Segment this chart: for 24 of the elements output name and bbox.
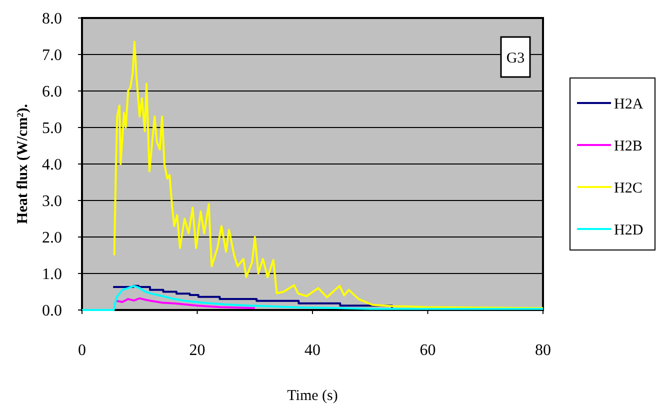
x-tick-label: 20	[189, 342, 206, 359]
y-tick-label: 6.0	[42, 84, 62, 101]
legend-label: H2C	[614, 180, 642, 196]
legend-label: H2A	[614, 96, 644, 112]
legend-label: H2D	[614, 222, 644, 238]
y-tick-label: 0.0	[42, 302, 62, 320]
annotation: G3	[506, 50, 525, 66]
x-tick-label: 40	[304, 342, 320, 359]
x-tick-label: 60	[420, 342, 436, 359]
line-series	[81, 284, 544, 311]
x-tick-label: 0	[78, 342, 86, 359]
y-tick-label: 3.0	[42, 193, 62, 210]
y-tick-label: 7.0	[42, 47, 62, 64]
y-tick-label: 8.0	[42, 10, 62, 28]
x-tick-label: 80	[535, 342, 551, 359]
line-series	[115, 297, 256, 310]
y-tick-label: 2.0	[42, 230, 62, 247]
legend-label: H2B	[614, 138, 642, 154]
y-tick-label: 4.0	[42, 156, 62, 174]
y-tick-label: 1.0	[42, 266, 62, 284]
y-tick-label: 5.0	[42, 120, 62, 138]
y-axis-title: Heat flux (W/cm²).	[15, 104, 31, 224]
line-series	[113, 40, 544, 310]
x-axis-title: Time (s)	[287, 388, 338, 404]
